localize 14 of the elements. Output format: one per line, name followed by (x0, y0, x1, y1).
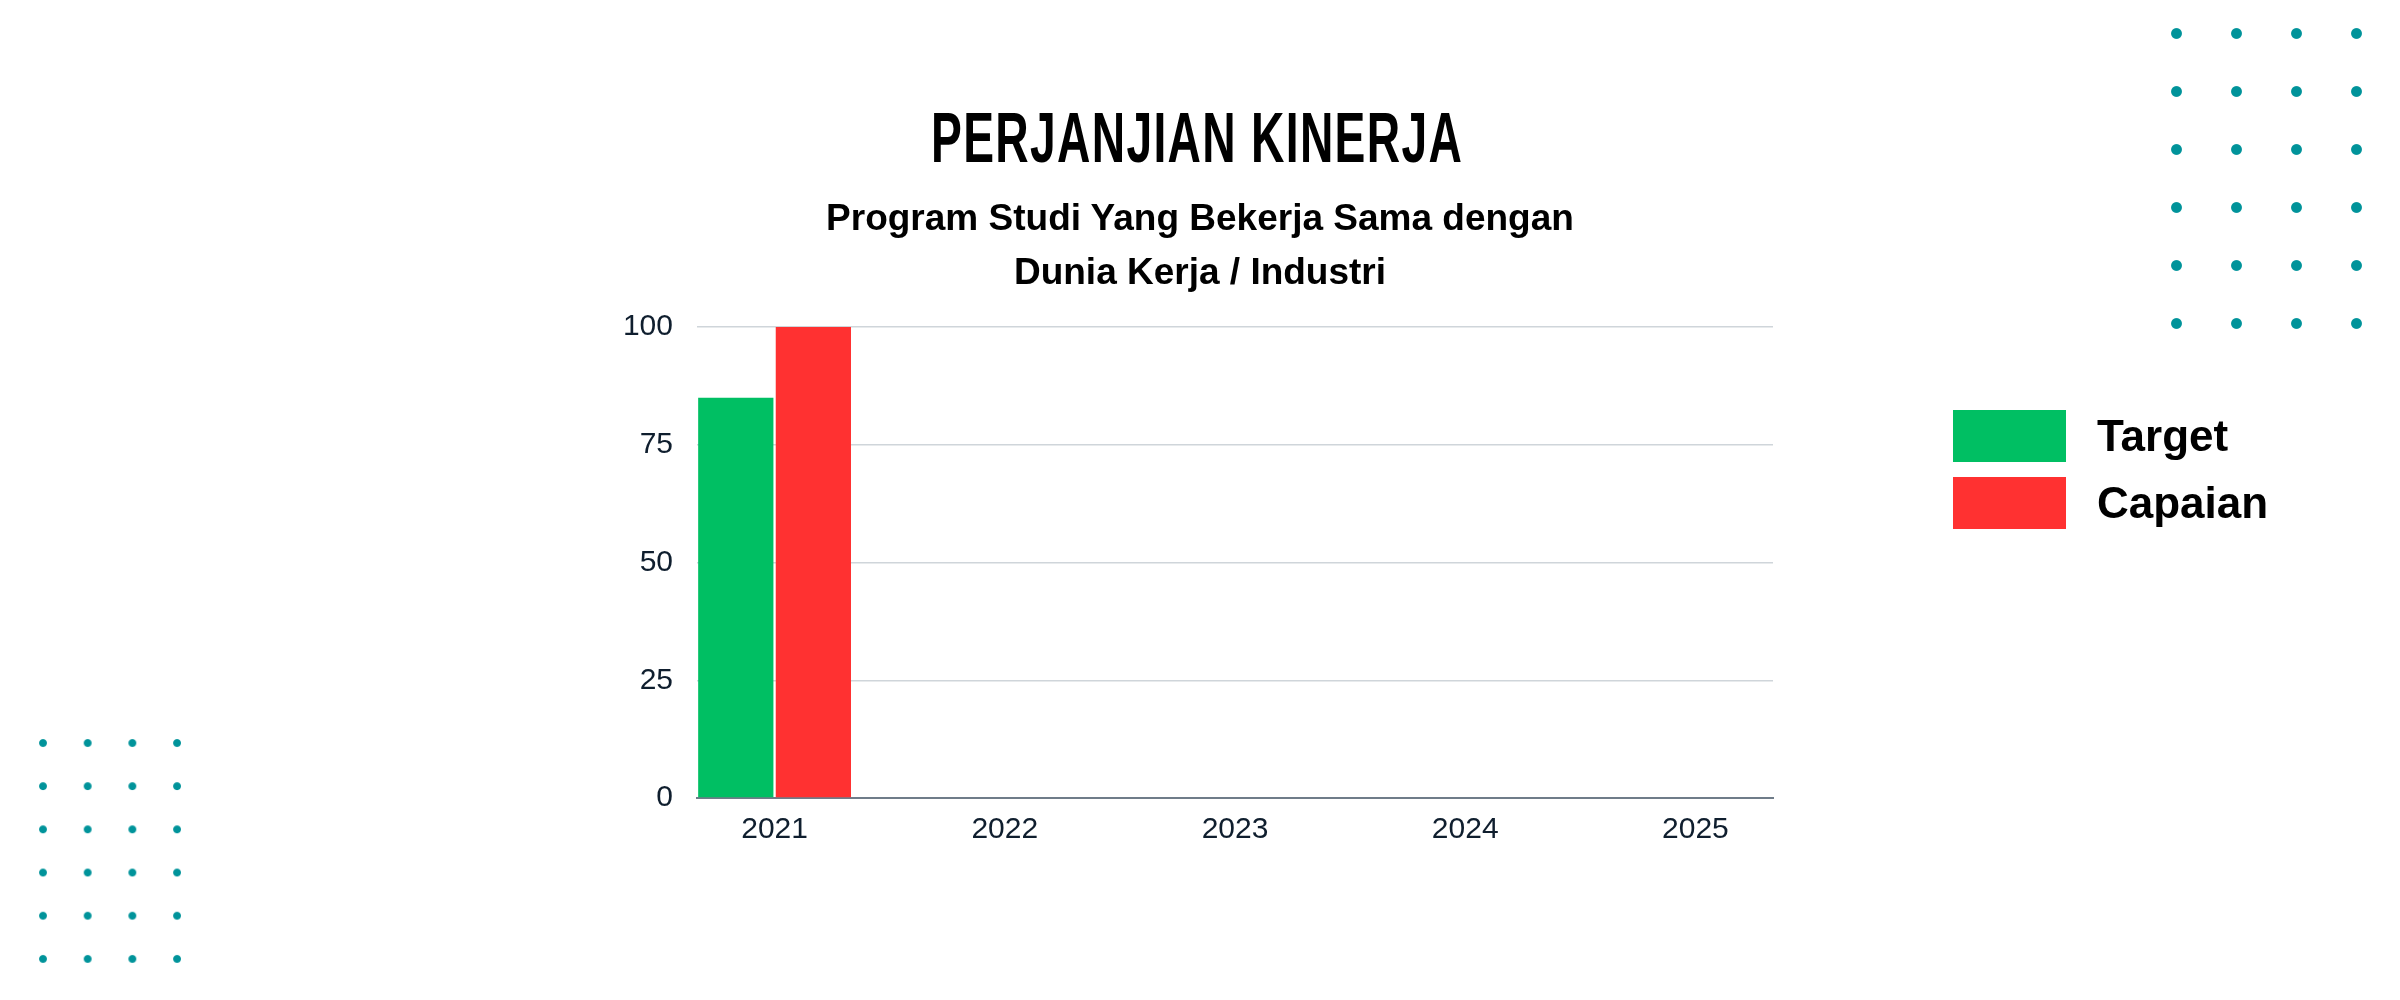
chart-title: PERJANJIAN KINERJA (930, 99, 1464, 177)
y-tick-label: 0 (656, 779, 673, 813)
x-tick-label: 2022 (971, 811, 1039, 845)
x-tick-label: 2021 (741, 811, 808, 845)
legend-label: Target (2097, 410, 2229, 462)
x-tick-label: 2023 (1201, 811, 1269, 845)
y-tick-label: 75 (639, 426, 673, 460)
chart-subtitle: Program Studi Yang Bekerja Sama dengan Dunia Kerja / Industri (825, 196, 1575, 294)
y-tick-label: 50 (639, 543, 673, 577)
x-tick-label: 2025 (1662, 811, 1729, 845)
y-tick-label: 25 (639, 661, 673, 695)
x-tick-label: 2024 (1431, 811, 1499, 845)
legend-label: Capaian (2097, 477, 2269, 529)
y-tick-label: 100 (622, 308, 673, 342)
